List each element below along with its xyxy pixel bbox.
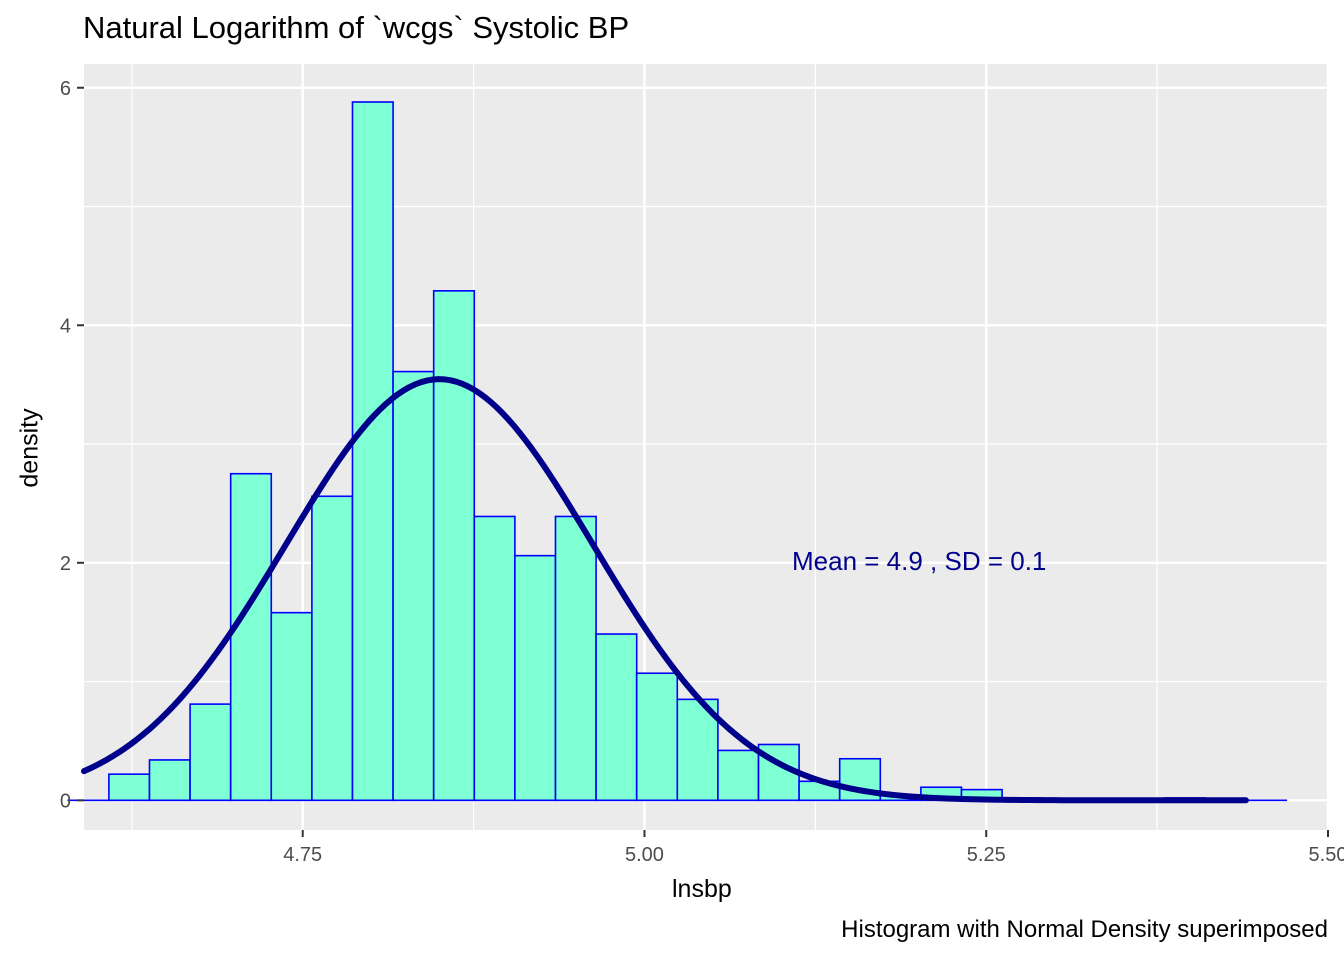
x-tick-label: 4.75 (283, 844, 322, 866)
histogram-bar (473, 515, 516, 802)
histogram-bar (108, 773, 151, 802)
histogram-bar (351, 101, 394, 802)
histogram-bar (432, 290, 476, 802)
histogram-bar (554, 515, 597, 802)
y-tick-label: 4 (60, 315, 71, 337)
chart-title: Natural Logarithm of `wcgs` Systolic BP (83, 10, 630, 45)
histogram-bar (270, 611, 313, 802)
chart-caption: Histogram with Normal Density superimpos… (841, 916, 1328, 943)
histogram-bar (717, 749, 760, 802)
histogram-bar (514, 554, 557, 802)
histogram-bar (392, 370, 435, 802)
y-axis-label: density (15, 408, 44, 488)
histogram-bar (311, 495, 354, 802)
histogram-bar (148, 759, 191, 802)
x-axis-label: lnsbp (672, 875, 732, 903)
histogram-bar (229, 472, 273, 802)
histogram-bars (67, 101, 1288, 802)
histogram-bar (189, 703, 232, 802)
x-axis-ticks: 4.75 5.00 5.25 5.50 (283, 830, 1344, 866)
histogram-bar (635, 672, 679, 802)
y-axis-ticks: 0 2 4 6 (60, 78, 84, 812)
y-tick-label: 2 (60, 553, 71, 575)
x-tick-label: 5.50 (1309, 844, 1344, 866)
x-tick-label: 5.25 (967, 844, 1006, 866)
normal-density-curve (81, 376, 1249, 804)
x-tick-label: 5.00 (625, 844, 664, 866)
y-tick-label: 0 (60, 790, 71, 812)
y-tick-label: 6 (60, 78, 71, 100)
mean-sd-annotation: Mean = 4.9 , SD = 0.1 (792, 546, 1047, 576)
histogram-bar (595, 633, 638, 802)
